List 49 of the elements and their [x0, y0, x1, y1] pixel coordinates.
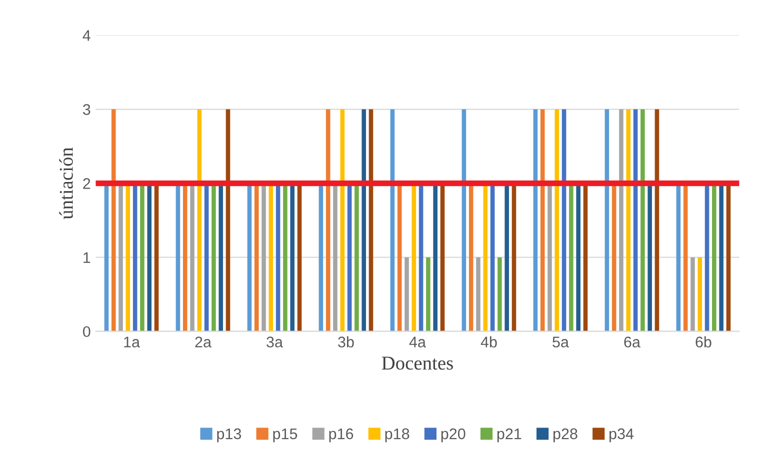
x-tick-label: 5a: [552, 336, 569, 348]
legend-label: p28: [553, 428, 578, 442]
x-tick-label: 6b: [696, 336, 712, 348]
bar: [226, 109, 230, 332]
bar: [197, 109, 202, 332]
bar: [533, 109, 538, 332]
bar: [476, 257, 480, 332]
x-tick-label: 2a: [195, 336, 212, 348]
bar: [326, 109, 330, 332]
legend-label: p18: [385, 428, 410, 442]
legend-label: p13: [217, 428, 242, 442]
legend-label: p20: [441, 428, 466, 442]
legend-label: p15: [273, 428, 298, 442]
legend-label: p16: [329, 428, 354, 442]
x-tick-label: 3a: [266, 336, 283, 348]
x-tick-label: 1a: [124, 336, 140, 348]
bar: [619, 109, 624, 332]
bar: [404, 257, 409, 332]
bar: [426, 257, 430, 332]
y-tick-label: 4: [82, 30, 90, 41]
bar: [698, 257, 702, 332]
bar: [633, 109, 638, 332]
y-axis-title: úntiación: [59, 147, 73, 220]
bar: [390, 109, 395, 332]
bar: [554, 109, 560, 332]
bar: [690, 257, 695, 332]
y-tick-label: 1: [84, 252, 90, 263]
bar: [111, 109, 116, 332]
legend-label: p34: [610, 428, 634, 442]
x-tick-label: 3b: [338, 336, 354, 348]
bar: [498, 257, 502, 332]
x-axis-title: Docentes: [382, 356, 453, 370]
bar: [540, 109, 545, 332]
bar: [626, 109, 631, 332]
bar: [640, 109, 645, 332]
bar: [654, 109, 660, 332]
x-tick-label: 6a: [624, 336, 640, 348]
x-tick-label: 4a: [409, 336, 426, 348]
y-tick-label: 3: [82, 104, 90, 115]
bar: [340, 109, 345, 332]
legend-label: p21: [497, 428, 522, 442]
bar: [362, 109, 366, 332]
bar: [368, 109, 374, 332]
x-tick-label: 4b: [480, 336, 497, 348]
bar: [462, 109, 466, 332]
bar: [604, 109, 610, 332]
y-tick-label: 2: [83, 178, 90, 189]
y-tick-label: 0: [82, 326, 90, 338]
bar: [562, 109, 566, 332]
